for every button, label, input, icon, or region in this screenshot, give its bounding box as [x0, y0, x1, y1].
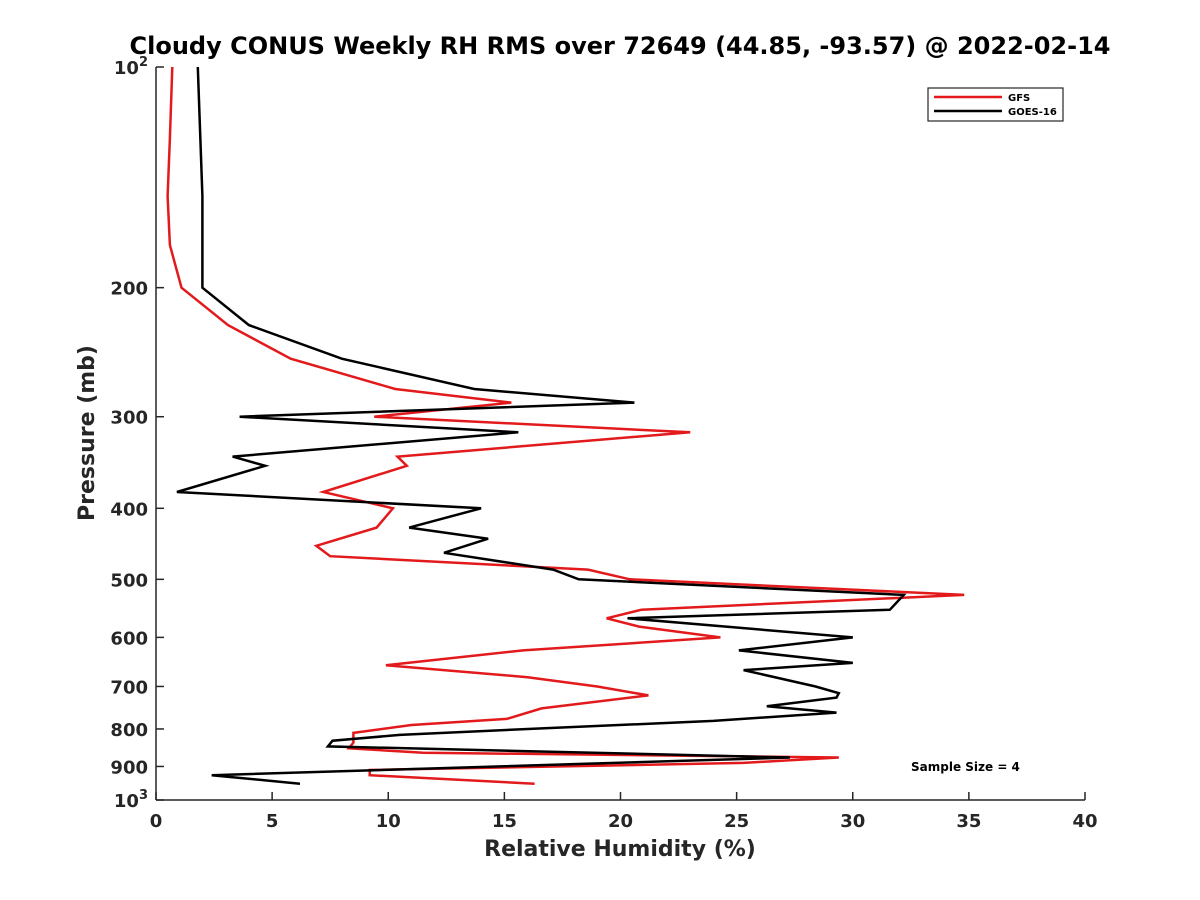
legend: GFS GOES-16 [927, 87, 1064, 122]
legend-box [927, 87, 1064, 122]
y-axis-label: Pressure (mb) [75, 345, 100, 521]
plot-area [156, 67, 1085, 800]
chart-title: Cloudy CONUS Weekly RH RMS over 72649 (4… [130, 32, 1111, 60]
x-tick-label: 25 [724, 811, 749, 832]
legend-label-goes-16: GOES-16 [1008, 107, 1057, 118]
x-axis-label: Relative Humidity (%) [484, 837, 756, 862]
x-tick-label: 5 [266, 811, 279, 832]
x-tick-label: 10 [376, 811, 401, 832]
y-tick-label: 800 [110, 720, 148, 741]
y-tick-label: 500 [110, 570, 148, 591]
x-tick-label: 35 [956, 811, 981, 832]
y-tick-label: 900 [110, 757, 148, 778]
x-tick-label: 0 [150, 811, 163, 832]
x-tick-label: 15 [492, 811, 517, 832]
y-tick-label: 700 [110, 677, 148, 698]
legend-label-gfs: GFS [1008, 93, 1030, 104]
x-ticks: 0 5 10 15 20 25 30 35 40 [150, 792, 1098, 832]
series-line-gfs [166, 66, 965, 785]
x-tick-label: 20 [608, 811, 633, 832]
y-ticks: 102 200 300 400 500 600 700 800 900 103 [110, 55, 164, 812]
x-tick-label: 40 [1072, 811, 1097, 832]
series-layer [166, 66, 965, 785]
y-tick-label: 400 [110, 499, 148, 520]
x-tick-label: 30 [840, 811, 865, 832]
y-tick-label: 300 [110, 408, 148, 429]
y-tick-label: 103 [114, 788, 148, 812]
y-tick-label: 200 [110, 279, 148, 300]
sample-size-annotation: Sample Size = 4 [911, 760, 1020, 774]
y-tick-label: 600 [110, 628, 148, 649]
series-line-goes-16 [176, 66, 907, 785]
y-tick-label: 102 [114, 55, 148, 79]
